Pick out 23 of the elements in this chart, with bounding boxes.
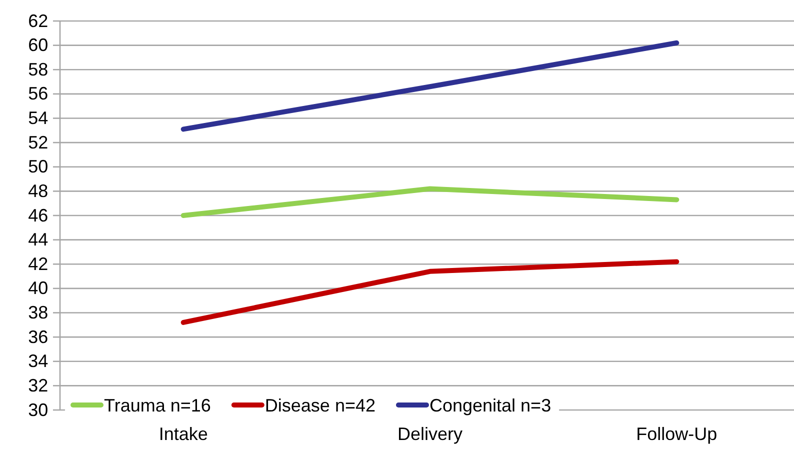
y-tick-label: 54: [28, 108, 48, 128]
y-tick-label: 50: [28, 156, 48, 177]
y-tick-label: 62: [28, 10, 48, 31]
y-tick-label: 40: [28, 278, 48, 298]
y-tick-label: 48: [28, 180, 48, 201]
y-tick-label: 56: [28, 84, 48, 104]
y-tick-label: 42: [28, 254, 48, 274]
y-tick-label: 46: [28, 205, 48, 226]
y-tick-label: 32: [28, 375, 48, 396]
y-tick-label: 44: [28, 230, 48, 250]
x-tick-label: Follow-Up: [636, 424, 718, 444]
y-tick-label: 60: [28, 35, 48, 56]
legend-label: Trauma n=16: [104, 395, 211, 416]
y-tick-label: 30: [28, 400, 48, 420]
legend-label: Disease n=42: [264, 395, 376, 416]
legend-label: Congenital n=3: [429, 395, 552, 416]
y-tick-label: 52: [28, 132, 48, 152]
y-tick-label: 58: [28, 59, 48, 80]
y-tick-label: 36: [28, 326, 48, 347]
x-tick-label: Intake: [158, 424, 208, 444]
y-tick-label: 38: [28, 302, 48, 323]
y-tick-label: 34: [28, 351, 48, 372]
x-tick-label: Delivery: [397, 424, 463, 444]
